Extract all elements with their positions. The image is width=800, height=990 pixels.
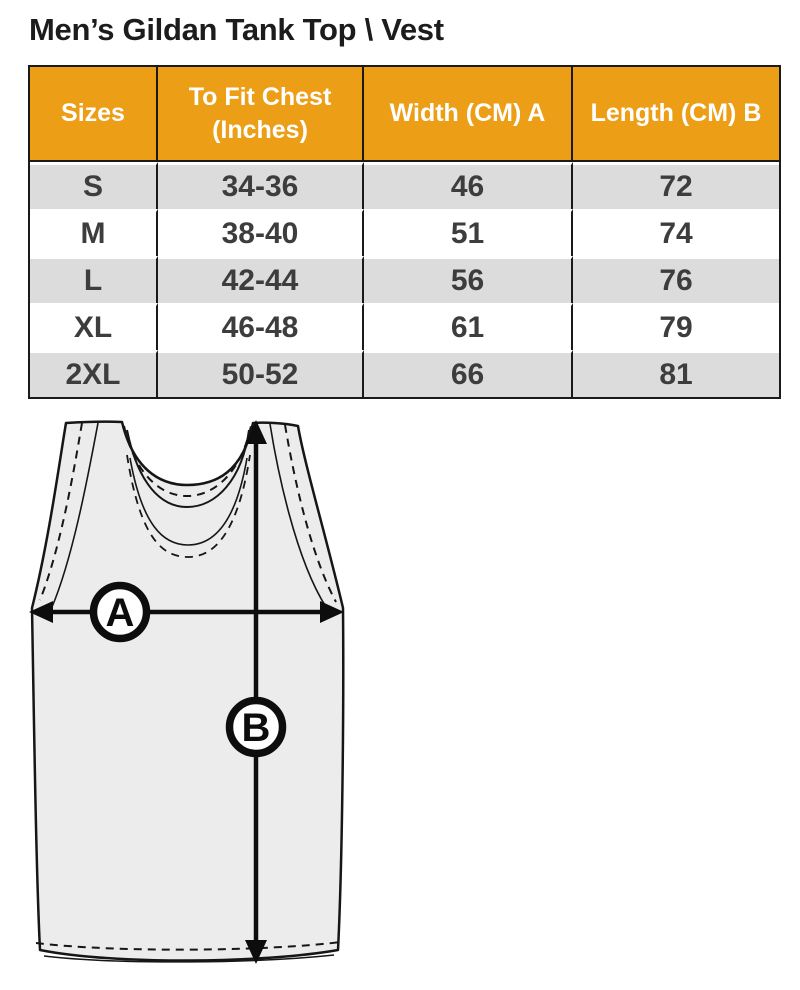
cell-size: M	[30, 209, 158, 256]
length-arrowhead-bottom	[245, 940, 267, 964]
armhole-stitch-right-dashed	[284, 424, 337, 603]
hem-fold-line	[43, 954, 335, 963]
cell-chest: 50-52	[158, 350, 364, 397]
width-marker-label: A	[106, 591, 135, 635]
width-marker-circle	[89, 581, 151, 643]
cell-chest: 38-40	[158, 209, 364, 256]
cell-size: L	[30, 256, 158, 303]
cell-chest: 42-44	[158, 256, 364, 303]
size-chart-table: Sizes To Fit Chest (Inches) Width (CM) A…	[28, 65, 781, 399]
table-row: S 34-36 46 72	[30, 162, 779, 209]
cell-length: 72	[573, 162, 779, 209]
cell-size: XL	[30, 303, 158, 350]
tank-top-outline	[30, 420, 345, 962]
length-marker-circle	[225, 696, 287, 758]
table-row: M 38-40 51 74	[30, 209, 779, 256]
cell-width: 66	[364, 350, 573, 397]
header-cell-chest: To Fit Chest (Inches)	[158, 67, 364, 162]
table-row: 2XL 50-52 66 81	[30, 350, 779, 397]
length-arrowhead-top	[245, 420, 267, 444]
cell-size: S	[30, 162, 158, 209]
cell-width: 46	[364, 162, 573, 209]
table-row: L 42-44 56 76	[30, 256, 779, 303]
tank-top-diagram: A B	[0, 410, 400, 985]
table-row: XL 46-48 61 79	[30, 303, 779, 350]
cell-length: 79	[573, 303, 779, 350]
hem-stitch-dashed	[35, 941, 342, 951]
header-cell-length: Length (CM) B	[573, 67, 779, 162]
page-title: Men’s Gildan Tank Top \ Vest	[29, 12, 444, 47]
cell-width: 61	[364, 303, 573, 350]
cell-length: 81	[573, 350, 779, 397]
width-arrowhead-left	[29, 601, 53, 623]
table-header-row: Sizes To Fit Chest (Inches) Width (CM) A…	[30, 67, 779, 162]
width-arrowhead-right	[320, 601, 344, 623]
header-cell-width: Width (CM) A	[364, 67, 573, 162]
cell-length: 74	[573, 209, 779, 256]
length-marker-label: B	[242, 706, 271, 750]
armhole-binding-left	[51, 422, 99, 608]
cell-size: 2XL	[30, 350, 158, 397]
armhole-stitch-left-dashed	[39, 422, 83, 601]
cell-chest: 46-48	[158, 303, 364, 350]
cell-width: 51	[364, 209, 573, 256]
cell-width: 56	[364, 256, 573, 303]
tank-top-illustration-svg: A B	[29, 420, 345, 964]
header-cell-sizes: Sizes	[30, 67, 158, 162]
front-neck-stitch-dashed	[126, 454, 251, 558]
cell-length: 76	[573, 256, 779, 303]
armhole-binding-right	[269, 423, 327, 608]
neckline-binding-inner	[126, 429, 250, 509]
neckline-stitch-dashed	[123, 425, 252, 498]
front-neck-seam	[129, 457, 248, 546]
cell-chest: 34-36	[158, 162, 364, 209]
